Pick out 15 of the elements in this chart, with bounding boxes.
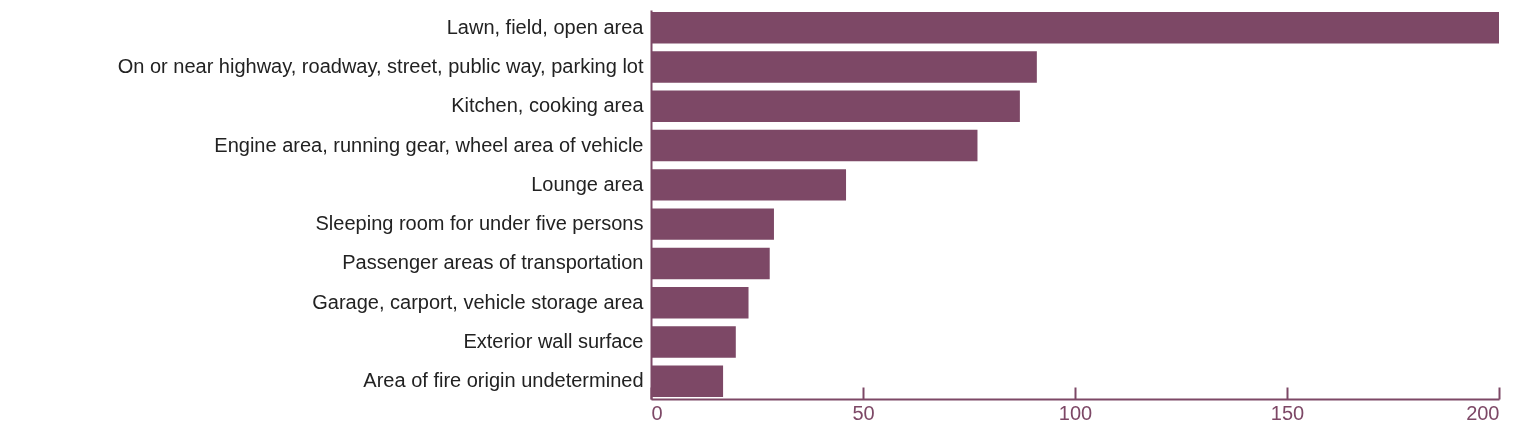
y-tick-label: Lounge area — [531, 172, 645, 195]
y-tick-label: On or near highway, roadway, street, public way, parking lot — [117, 54, 644, 77]
x-tick-label: 150 — [1270, 401, 1305, 424]
x-tick-label: 50 — [852, 401, 875, 424]
y-tick-label: Garage, carport, vehicle storage area — [312, 290, 645, 313]
y-tick-label: Sleeping room for under five persons — [315, 212, 644, 235]
x-tick-label: 200 — [1466, 401, 1500, 424]
x-tick-label: 0 — [651, 401, 663, 424]
x-tick-label: 100 — [1058, 401, 1093, 424]
y-tick-label: Lawn, field, open area — [446, 15, 645, 38]
y-tick-label: Passenger areas of transportation — [342, 251, 644, 274]
y-tick-label: Kitchen, cooking area — [451, 94, 645, 117]
y-tick-label: Area of fire origin undetermined — [363, 369, 644, 392]
y-tick-label: Exterior wall surface — [463, 330, 644, 353]
y-tick-label: Engine area, running gear, wheel area of vehicle — [214, 133, 644, 156]
